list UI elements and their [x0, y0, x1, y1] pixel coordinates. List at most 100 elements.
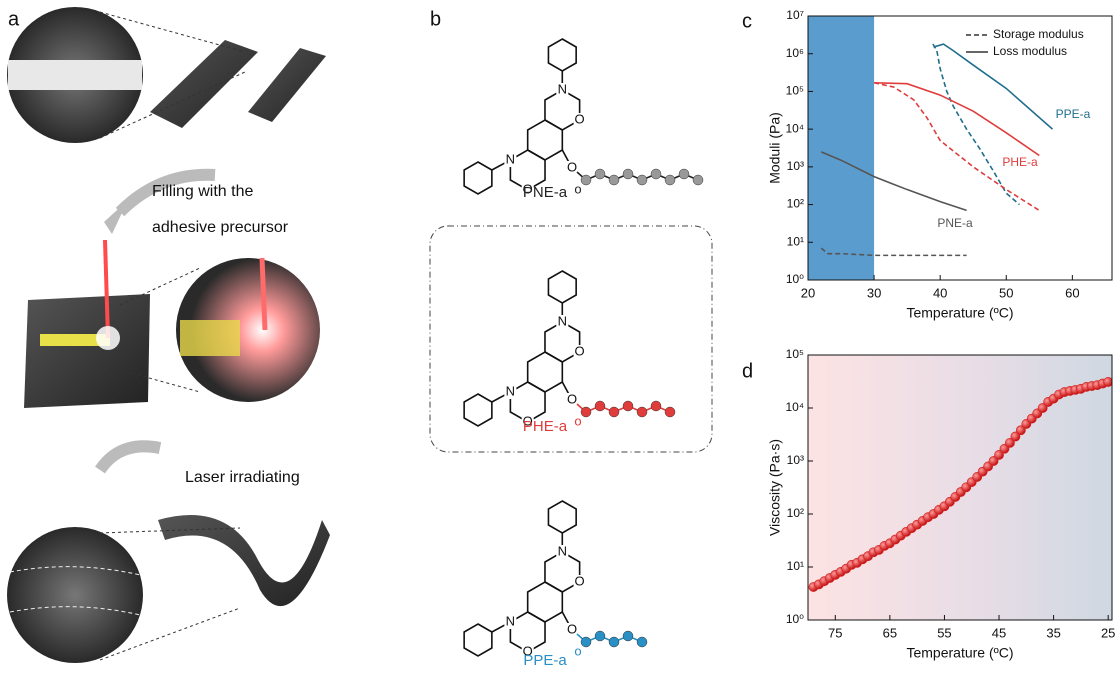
atom-bg — [573, 345, 586, 359]
y-tick-label: 10⁰ — [786, 612, 804, 626]
atom-label: O — [523, 181, 533, 196]
x-tick-label: 75 — [828, 625, 842, 640]
x-tick-label: 40 — [933, 285, 947, 300]
atom-bg — [521, 415, 534, 429]
oxazine-ring — [544, 551, 581, 593]
legend-label: Loss modulus — [993, 44, 1067, 58]
storage-line — [820, 247, 967, 257]
zoom-line — [119, 267, 201, 306]
chain-atom — [650, 168, 662, 180]
caption: adhesive precursor — [152, 219, 289, 236]
data-point — [994, 450, 1004, 460]
compound-name: PHE-a — [523, 418, 568, 435]
atom-label: O — [523, 413, 533, 428]
laser-spot — [96, 326, 120, 350]
oxazine-ring — [544, 321, 581, 363]
atom-label: N — [558, 543, 567, 558]
atom-bg — [566, 393, 578, 407]
chain-atom — [594, 630, 606, 642]
chain-atom — [608, 174, 620, 186]
chain-atom — [650, 400, 662, 412]
y-tick-label: 10¹ — [787, 234, 804, 248]
zoom-circle — [176, 258, 320, 402]
chart: c 20 30 40 50 60 10⁰ 10¹ 10² 10³ 10⁴ 10⁵ 10⁶ 10⁷ Tempe… — [742, 8, 1113, 321]
atom-label: O — [567, 391, 577, 406]
atom-bg — [566, 623, 578, 637]
y-axis-label: Viscosity (Pa·s) — [767, 439, 783, 536]
chain-atom — [580, 636, 592, 648]
y-tick-label: 10⁶ — [786, 46, 804, 60]
arrow — [115, 168, 216, 217]
y-tick-label: 10¹ — [787, 559, 804, 573]
panel-label: c — [742, 10, 752, 32]
loss-line — [933, 43, 1054, 130]
y-axis-label: Moduli (Pa) — [767, 112, 783, 184]
sem-circle — [7, 527, 143, 663]
x-tick-label: 50 — [999, 285, 1013, 300]
chain-atom — [636, 174, 648, 186]
atom-label: O — [523, 643, 533, 658]
curve-label: PPE-a — [1056, 107, 1091, 121]
storage-line — [873, 81, 1040, 212]
x-tick-label: 25 — [1101, 625, 1115, 640]
chain-atom — [580, 406, 592, 418]
atom-label: O — [575, 111, 585, 126]
adhesive-particles — [180, 320, 240, 356]
chain-atom — [622, 630, 634, 642]
benzene-ring — [526, 351, 564, 393]
shaded-region — [808, 16, 875, 280]
chain-atom — [622, 168, 634, 180]
zoom-line — [99, 71, 246, 139]
zoom-line — [99, 11, 246, 53]
y-tick-label: 10⁴ — [785, 121, 804, 135]
phenyl-ring — [547, 38, 577, 72]
arrow — [95, 440, 162, 474]
data-point — [1015, 425, 1026, 436]
benzene-ring — [526, 119, 564, 161]
data-point — [1005, 437, 1015, 448]
laser — [259, 257, 268, 331]
axes-frame — [807, 354, 1113, 621]
chain-atom — [594, 168, 606, 180]
y-tick-label: 10² — [787, 197, 804, 211]
atom-label: N — [506, 383, 515, 398]
interface — [9, 566, 141, 616]
panel-label: a — [8, 8, 20, 30]
atom-bg — [521, 645, 534, 659]
slab — [150, 40, 258, 128]
y-tick-label: 10² — [787, 506, 804, 520]
atom-bg — [504, 615, 517, 629]
panel-label: b — [430, 8, 441, 30]
legend-label: Storage modulus — [993, 27, 1084, 41]
oxazine-ring — [544, 89, 581, 131]
x-tick-label: 20 — [801, 285, 815, 300]
atom-bg — [556, 83, 569, 97]
atom-bg — [521, 183, 534, 197]
caption: Filling with the — [152, 183, 253, 200]
loss-line — [820, 151, 967, 212]
crack — [8, 60, 142, 90]
highlight-box — [429, 225, 713, 453]
plot-area — [820, 43, 1054, 257]
data-point — [1010, 431, 1021, 442]
arrow-head — [104, 200, 128, 234]
chain-atom — [636, 406, 648, 418]
x-axis-label: Temperature (ºC) — [906, 305, 1013, 321]
atom-bg — [504, 153, 517, 167]
chain-atom — [636, 636, 648, 648]
atom-label: o — [574, 413, 581, 428]
atom-label: O — [567, 159, 577, 174]
curve-label: PNE-a — [937, 216, 973, 230]
y-tick-label: 10⁵ — [786, 84, 804, 98]
loss-line — [874, 81, 1040, 157]
axes-frame — [807, 15, 1113, 281]
charts: c 20 30 40 50 60 10⁰ 10¹ 10² 10³ 10⁴ 10⁵ 10⁶ 10⁷ Tempe… — [742, 8, 1115, 661]
x-tick-label: 60 — [1065, 285, 1079, 300]
phenyl-ring — [463, 393, 493, 427]
curve-label: PHE-a — [1002, 155, 1038, 169]
slab — [248, 48, 326, 122]
